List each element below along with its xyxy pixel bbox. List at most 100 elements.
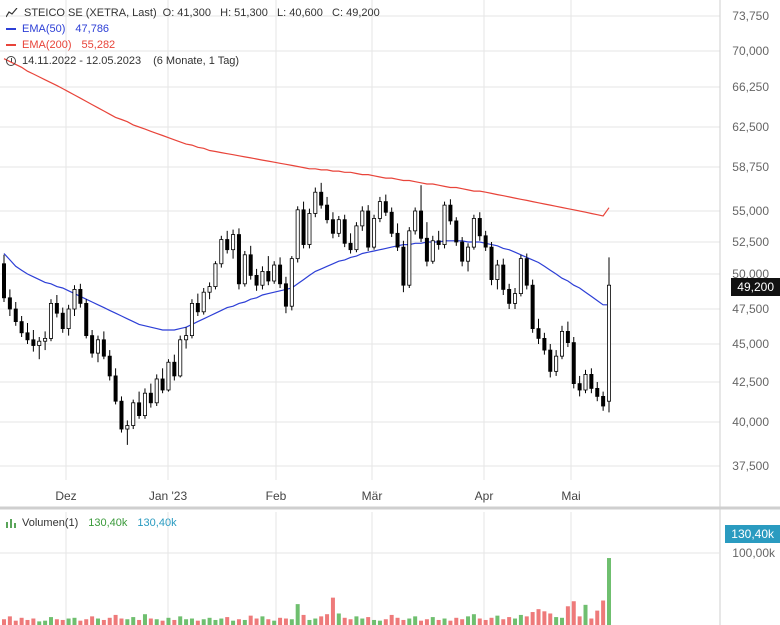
ema200-legend[interactable]: EMA(200) 55,282 — [6, 38, 115, 52]
y-tick-label: 50,000 — [732, 267, 769, 281]
volume-bar — [348, 619, 353, 625]
volume-bar — [242, 619, 247, 625]
candle-body — [560, 330, 565, 357]
x-tick-label: Apr — [475, 489, 494, 503]
volume-bar — [43, 620, 48, 625]
candle-body — [419, 210, 424, 239]
candle-body — [260, 271, 265, 286]
volume-bar — [148, 618, 153, 625]
volume-bar — [289, 619, 294, 625]
volume-bar — [278, 617, 283, 625]
candle-body — [137, 402, 142, 416]
candle-body — [548, 349, 553, 372]
candle-body — [119, 400, 124, 430]
volume-bar — [407, 618, 412, 625]
y-tick-label: 55,000 — [732, 204, 769, 218]
candle-body — [25, 332, 30, 341]
candle-body — [37, 340, 42, 346]
volume-value-1: 130,40k — [88, 517, 128, 529]
price-axis: 37,500 40,000 42,500 45,000 47,500 50,000 52,5… — [732, 9, 769, 473]
candle-body — [383, 201, 388, 213]
candle-body — [424, 237, 429, 262]
candle-body — [401, 246, 406, 286]
header-legend: STEICO SE (XETRA, Last) O: 41,300 H: 51,… — [5, 6, 380, 20]
y-tick-label: 47,500 — [732, 302, 769, 316]
volume-bar — [31, 618, 36, 625]
candle-body — [242, 254, 247, 285]
volume-bar — [336, 613, 341, 625]
ema50-legend[interactable]: EMA(50) 47,786 — [6, 22, 109, 36]
ema200-swatch — [6, 44, 16, 46]
y-tick-label: 66,250 — [732, 80, 769, 94]
range-dates: 14.11.2022 - 12.05.2023 — [22, 55, 142, 67]
volume-label: Volumen(1) — [22, 517, 79, 529]
y-tick-label: 40,000 — [732, 415, 769, 429]
candle-body — [372, 218, 377, 248]
candle-body — [272, 264, 277, 282]
candle-body — [160, 378, 165, 391]
volume-bar — [166, 617, 171, 625]
volume-legend[interactable]: Volumen(1) 130,40k 130,40k — [6, 516, 177, 530]
volume-bar — [236, 619, 241, 625]
volume-bar — [372, 619, 377, 625]
ohlc-values: O: 41,300 H: 51,300 L: 40,600 C: 49,200 — [162, 7, 380, 19]
volume-bar — [225, 617, 230, 625]
volume-bar — [25, 619, 30, 625]
date-range: 14.11.2022 - 12.05.2023 (6 Monate, 1 Tag… — [6, 54, 239, 68]
candle-body — [377, 201, 382, 219]
volume-bar — [448, 620, 453, 625]
volume-bar — [272, 620, 277, 625]
volume-bar — [507, 617, 512, 625]
candle-body — [254, 274, 259, 286]
volume-bar — [530, 612, 535, 625]
volume-bar — [430, 617, 435, 625]
candle-body — [101, 339, 106, 357]
candle-body — [236, 234, 241, 285]
volume-bar — [37, 621, 42, 625]
candle-body — [213, 263, 218, 288]
candle-body — [518, 258, 523, 295]
volume-bar — [442, 618, 447, 625]
candle-body — [148, 392, 153, 404]
candle-body — [172, 361, 177, 377]
last-price-tag: 49,200 — [731, 278, 780, 296]
candle-body — [231, 234, 236, 251]
volume-bar — [389, 614, 394, 625]
y-tick-label: 52,500 — [732, 235, 769, 249]
candlestick-series — [2, 182, 612, 445]
volume-bar — [201, 619, 206, 625]
candle-body — [413, 210, 418, 232]
volume-bar — [307, 619, 312, 625]
volume-bar — [401, 619, 406, 625]
chart-icon[interactable] — [5, 7, 18, 18]
clock-icon — [6, 56, 16, 66]
volume-bar — [554, 617, 559, 625]
candle-body — [442, 204, 447, 245]
volume-bar — [518, 614, 523, 625]
volume-bar — [195, 620, 200, 625]
candle-body — [330, 219, 335, 234]
candle-body — [536, 328, 541, 339]
candle-body — [19, 321, 24, 334]
y-tick-label: 58,750 — [732, 160, 769, 174]
candle-body — [583, 373, 588, 391]
ema200-label: EMA(200) — [22, 39, 72, 51]
volume-bar — [2, 619, 6, 625]
candle-body — [436, 240, 441, 245]
range-detail: (6 Monate, 1 Tag) — [153, 55, 240, 67]
candle-body — [125, 425, 130, 430]
candle-body — [142, 392, 147, 417]
candle-body — [477, 218, 482, 237]
candle-body — [595, 387, 600, 397]
volume-bar — [54, 619, 59, 625]
candle-body — [601, 395, 606, 407]
candle-body — [107, 355, 112, 377]
chart-title: STEICO SE (XETRA, Last) — [24, 7, 157, 19]
candle-body — [66, 308, 71, 330]
volume-bar — [231, 620, 236, 625]
volume-bar — [607, 558, 611, 625]
volume-bar — [84, 619, 89, 625]
volume-bar — [95, 618, 100, 625]
candle-body — [524, 258, 529, 286]
